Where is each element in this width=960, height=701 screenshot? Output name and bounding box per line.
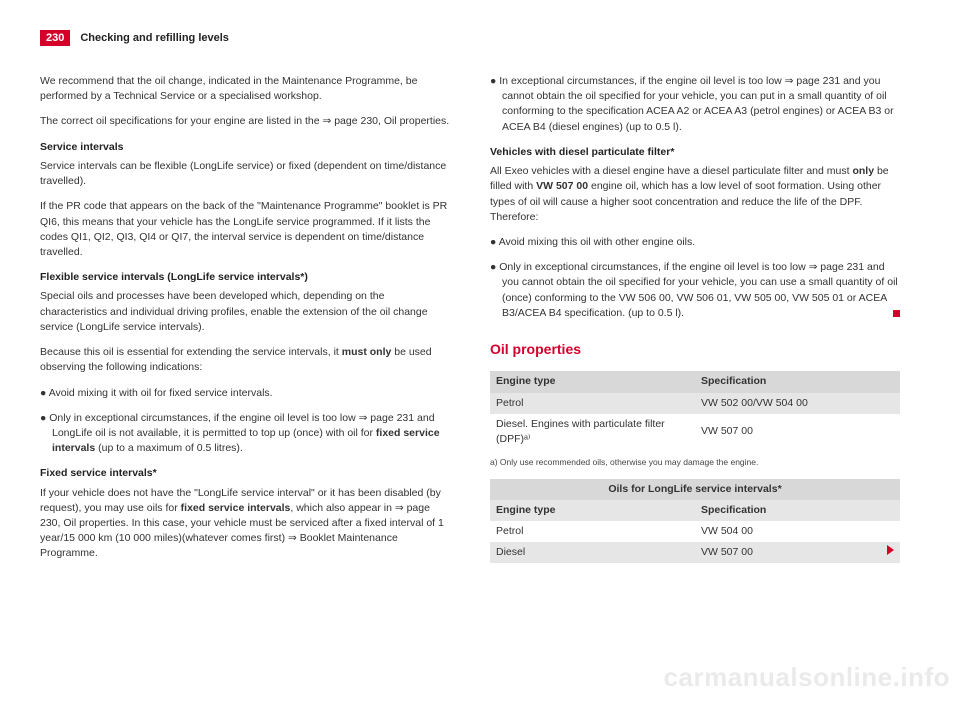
emphasis: only [852,165,874,177]
table-header: Specification [695,500,900,521]
text: VW 507 00 [701,546,753,558]
table-cell: VW 504 00 [695,521,900,542]
list-item: Avoid mixing this oil with other engine … [490,235,900,250]
table-header: Specification [695,371,900,392]
text: The correct oil specifications for your … [40,115,322,127]
paragraph: Service intervals can be flexible (LongL… [40,159,450,189]
paragraph: Special oils and processes have been dev… [40,289,450,335]
emphasis: VW 507 00 [536,180,588,192]
table-header: Engine type [490,500,695,521]
table-cell: Diesel. Engines with particulate filter … [490,414,695,450]
section-end-icon [893,310,900,317]
table-cell: VW 507 00 [695,542,900,563]
text: Only in exceptional circumstances, if th… [499,261,897,319]
text: Because this oil is essential for extend… [40,346,342,358]
section-title-oil-properties: Oil properties [490,339,900,359]
subheading-flexible-intervals: Flexible service intervals (LongLife ser… [40,270,450,285]
subheading-fixed-intervals: Fixed service intervals* [40,466,450,481]
paragraph: The correct oil specifications for your … [40,114,450,129]
content-columns: We recommend that the oil change, indica… [40,74,900,572]
page-container: 230 Checking and refilling levels We rec… [0,0,960,592]
list-item: Only in exceptional circumstances, if th… [40,411,450,457]
list-item: Only in exceptional circumstances, if th… [490,260,900,321]
watermark: carmanualsonline.info [664,662,950,693]
list-item: In exceptional circumstances, if the eng… [490,74,900,135]
subheading-service-intervals: Service intervals [40,140,450,155]
longlife-oil-table: Oils for LongLife service intervals* Eng… [490,479,900,564]
paragraph: Because this oil is essential for extend… [40,345,450,375]
page-number-badge: 230 [40,30,70,46]
emphasis: fixed service intervals [181,502,291,514]
table-cell: Petrol [490,521,695,542]
table-cell: VW 507 00 [695,414,900,450]
text: All Exeo vehicles with a diesel engine h… [490,165,852,177]
table-footnote: a) Only use recommended oils, otherwise … [490,456,900,468]
paragraph: If your vehicle does not have the "LongL… [40,486,450,562]
table-cell: Diesel [490,542,695,563]
table-cell: Petrol [490,393,695,414]
paragraph: We recommend that the oil change, indica… [40,74,450,104]
continue-icon [887,545,894,555]
page-ref: ⇒ page 230, Oil properties. [322,115,449,127]
table-header: Engine type [490,371,695,392]
header-title: Checking and refilling levels [80,32,229,44]
subheading-diesel-filter: Vehicles with diesel particulate filter* [490,145,900,160]
list-item: Avoid mixing it with oil for fixed servi… [40,386,450,401]
left-column: We recommend that the oil change, indica… [40,74,450,572]
page-header: 230 Checking and refilling levels [40,30,900,46]
oil-spec-table: Engine type Specification Petrol VW 502 … [490,371,900,450]
table-cell: VW 502 00/VW 504 00 [695,393,900,414]
table-caption: Oils for LongLife service intervals* [490,479,900,500]
right-column: In exceptional circumstances, if the eng… [490,74,900,572]
paragraph: If the PR code that appears on the back … [40,199,450,260]
paragraph: All Exeo vehicles with a diesel engine h… [490,164,900,225]
text: (up to a maximum of 0.5 litres). [95,442,243,454]
emphasis: must only [342,346,392,358]
